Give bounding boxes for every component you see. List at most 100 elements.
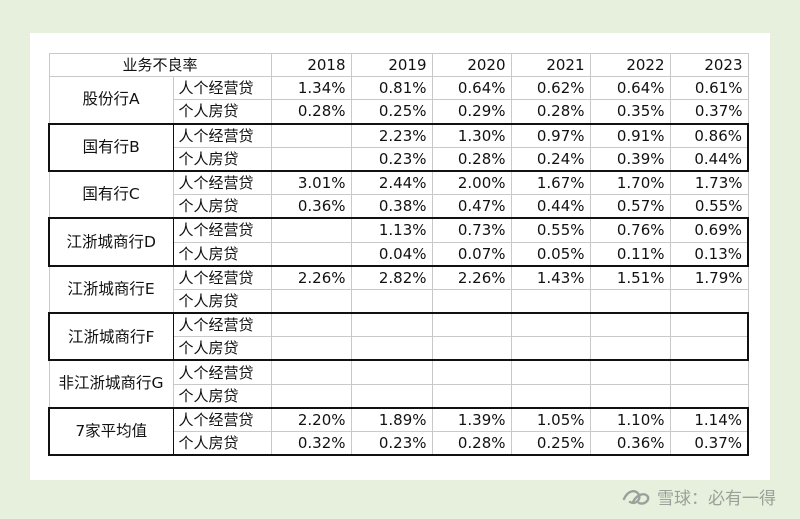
- rate-cell: 1.89%: [350, 406, 433, 432]
- table-row: 国有行B 人个经营贷 2.23% 1.30% 0.97% 0.91% 0.86%: [48, 122, 749, 172]
- rate-cell: 0.37%: [669, 431, 749, 457]
- rate-cell: 0.44%: [510, 194, 591, 219]
- rate-cell: [350, 312, 433, 338]
- rate-cell: 1.43%: [510, 265, 591, 290]
- rate-cell: 0.11%: [589, 241, 671, 267]
- table-row: 江浙城商行D 人个经营贷 1.13% 0.73% 0.55% 0.76% 0.69%: [48, 217, 749, 267]
- rate-cell: [589, 312, 671, 338]
- rate-cell: [510, 336, 591, 362]
- loan-category: 个人房贷: [172, 431, 272, 457]
- rate-cell: [589, 383, 671, 409]
- rate-cell: 2.00%: [431, 170, 512, 196]
- loan-category: 人个经营贷: [172, 76, 272, 101]
- header-row: 业务不良率 2018 2019 2020 2021 2022 2023: [48, 52, 749, 78]
- rate-cell: 0.76%: [589, 217, 671, 243]
- rate-cell: 1.14%: [669, 406, 749, 432]
- rate-cell: 0.35%: [589, 99, 671, 125]
- loan-category: 人个经营贷: [172, 312, 272, 338]
- table-row: 个人房贷 0.32% 0.23% 0.28% 0.25% 0.36% 0.37%: [49, 431, 749, 457]
- rate-cell: [431, 383, 512, 409]
- rate-cell: 1.39%: [431, 406, 512, 432]
- npl-rate-table: 业务不良率 2018 2019 2020 2021 2022 2023 股份行A…: [48, 52, 749, 457]
- bank-group: 国有行C 人个经营贷 3.01% 2.44% 2.00% 1.67% 1.70% 1.73% 个…: [48, 170, 749, 219]
- rate-cell: 1.05%: [510, 406, 591, 432]
- rate-cell: [270, 217, 352, 243]
- rate-cell: [350, 383, 433, 409]
- table-row: 7家平均值 人个经营贷 2.20% 1.89% 1.39% 1.05% 1.10% 1.14%: [48, 406, 749, 456]
- rate-cell: [510, 288, 591, 314]
- bank-group: 江浙城商行E 人个经营贷 2.26% 2.82% 2.26% 1.43% 1.51% 1.79…: [48, 265, 749, 314]
- table-row: 国有行C 人个经营贷 3.01% 2.44% 2.00% 1.67% 1.70% 1.73%: [48, 170, 749, 219]
- rate-cell: 1.51%: [589, 265, 671, 290]
- rate-cell: 0.29%: [431, 99, 512, 125]
- loan-category: 个人房贷: [172, 383, 272, 409]
- rate-cell: 0.55%: [510, 217, 591, 243]
- loan-category: 个人房贷: [172, 146, 272, 172]
- watermark: 雪球：必有一得: [621, 484, 776, 509]
- rate-cell: [589, 359, 671, 385]
- loan-category: 人个经营贷: [172, 406, 272, 432]
- table-row: 个人房贷 0.04% 0.07% 0.05% 0.11% 0.13%: [49, 241, 749, 267]
- loan-category: 人个经营贷: [172, 122, 272, 148]
- table-row: 个人房贷 0.23% 0.28% 0.24% 0.39% 0.44%: [49, 146, 749, 172]
- year-header: 2022: [589, 52, 671, 78]
- loan-category: 个人房贷: [172, 241, 272, 267]
- rate-cell: [669, 288, 749, 314]
- loan-category: 个人房贷: [172, 194, 272, 219]
- bank-group: 非江浙城商行G 人个经营贷 个人房贷: [48, 359, 749, 409]
- rate-cell: [270, 336, 352, 362]
- rate-cell: 0.36%: [270, 194, 352, 219]
- rate-cell: [669, 383, 749, 409]
- rate-cell: 0.13%: [669, 241, 749, 267]
- bank-name: 国有行B: [48, 122, 174, 172]
- rate-cell: 2.44%: [350, 170, 433, 196]
- table-row: 江浙城商行E 人个经营贷 2.26% 2.82% 2.26% 1.43% 1.51% 1.79…: [48, 265, 749, 314]
- loan-category: 人个经营贷: [172, 217, 272, 243]
- table-row: 个人房贷: [49, 383, 749, 409]
- bank-name: 江浙城商行D: [48, 217, 174, 267]
- rate-cell: 0.24%: [510, 146, 591, 172]
- watermark-text: 雪球：必有一得: [657, 489, 776, 509]
- rate-cell: 0.38%: [350, 194, 433, 219]
- bank-name: 江浙城商行E: [48, 265, 174, 314]
- rate-cell: 1.34%: [270, 76, 352, 101]
- rate-cell: 1.10%: [589, 406, 671, 432]
- rate-cell: [350, 288, 433, 314]
- bank-name: 股份行A: [48, 76, 174, 125]
- rate-cell: 1.67%: [510, 170, 591, 196]
- bank-name: 非江浙城商行G: [48, 359, 174, 409]
- rate-cell: [431, 312, 512, 338]
- bank-name: 国有行C: [48, 170, 174, 219]
- bank-name: 7家平均值: [48, 406, 174, 456]
- rate-cell: 0.64%: [589, 76, 671, 101]
- rate-cell: 0.73%: [431, 217, 512, 243]
- year-header: 2023: [669, 52, 749, 78]
- year-header: 2020: [431, 52, 512, 78]
- table-row: 江浙城商行F 人个经营贷: [48, 312, 749, 361]
- bank-name: 江浙城商行F: [48, 312, 174, 361]
- year-header: 2021: [510, 52, 591, 78]
- rate-cell: 0.32%: [270, 431, 352, 457]
- rate-cell: 0.36%: [589, 431, 671, 457]
- rate-cell: 0.25%: [350, 99, 433, 125]
- rate-cell: 0.97%: [510, 122, 591, 148]
- table-row: 个人房贷: [49, 336, 749, 362]
- rate-cell: [270, 288, 352, 314]
- loan-category: 个人房贷: [172, 336, 272, 362]
- rate-cell: [510, 312, 591, 338]
- rate-cell: 1.73%: [669, 170, 749, 196]
- table-row: 股份行A 人个经营贷 1.34% 0.81% 0.64% 0.62% 0.64% 0.61%: [48, 76, 749, 125]
- rate-cell: 0.28%: [431, 431, 512, 457]
- rate-cell: [669, 336, 749, 362]
- table-title: 业务不良率: [48, 52, 272, 78]
- rate-cell: 0.64%: [431, 76, 512, 101]
- rate-cell: [510, 359, 591, 385]
- rate-cell: [270, 383, 352, 409]
- table-row: 个人房贷 0.28% 0.25% 0.29% 0.28% 0.35% 0.37%: [49, 99, 749, 125]
- rate-cell: [270, 359, 352, 385]
- rate-cell: 0.07%: [431, 241, 512, 267]
- rate-cell: [350, 359, 433, 385]
- rate-cell: 2.82%: [350, 265, 433, 290]
- rate-cell: 1.13%: [350, 217, 433, 243]
- rate-cell: [431, 336, 512, 362]
